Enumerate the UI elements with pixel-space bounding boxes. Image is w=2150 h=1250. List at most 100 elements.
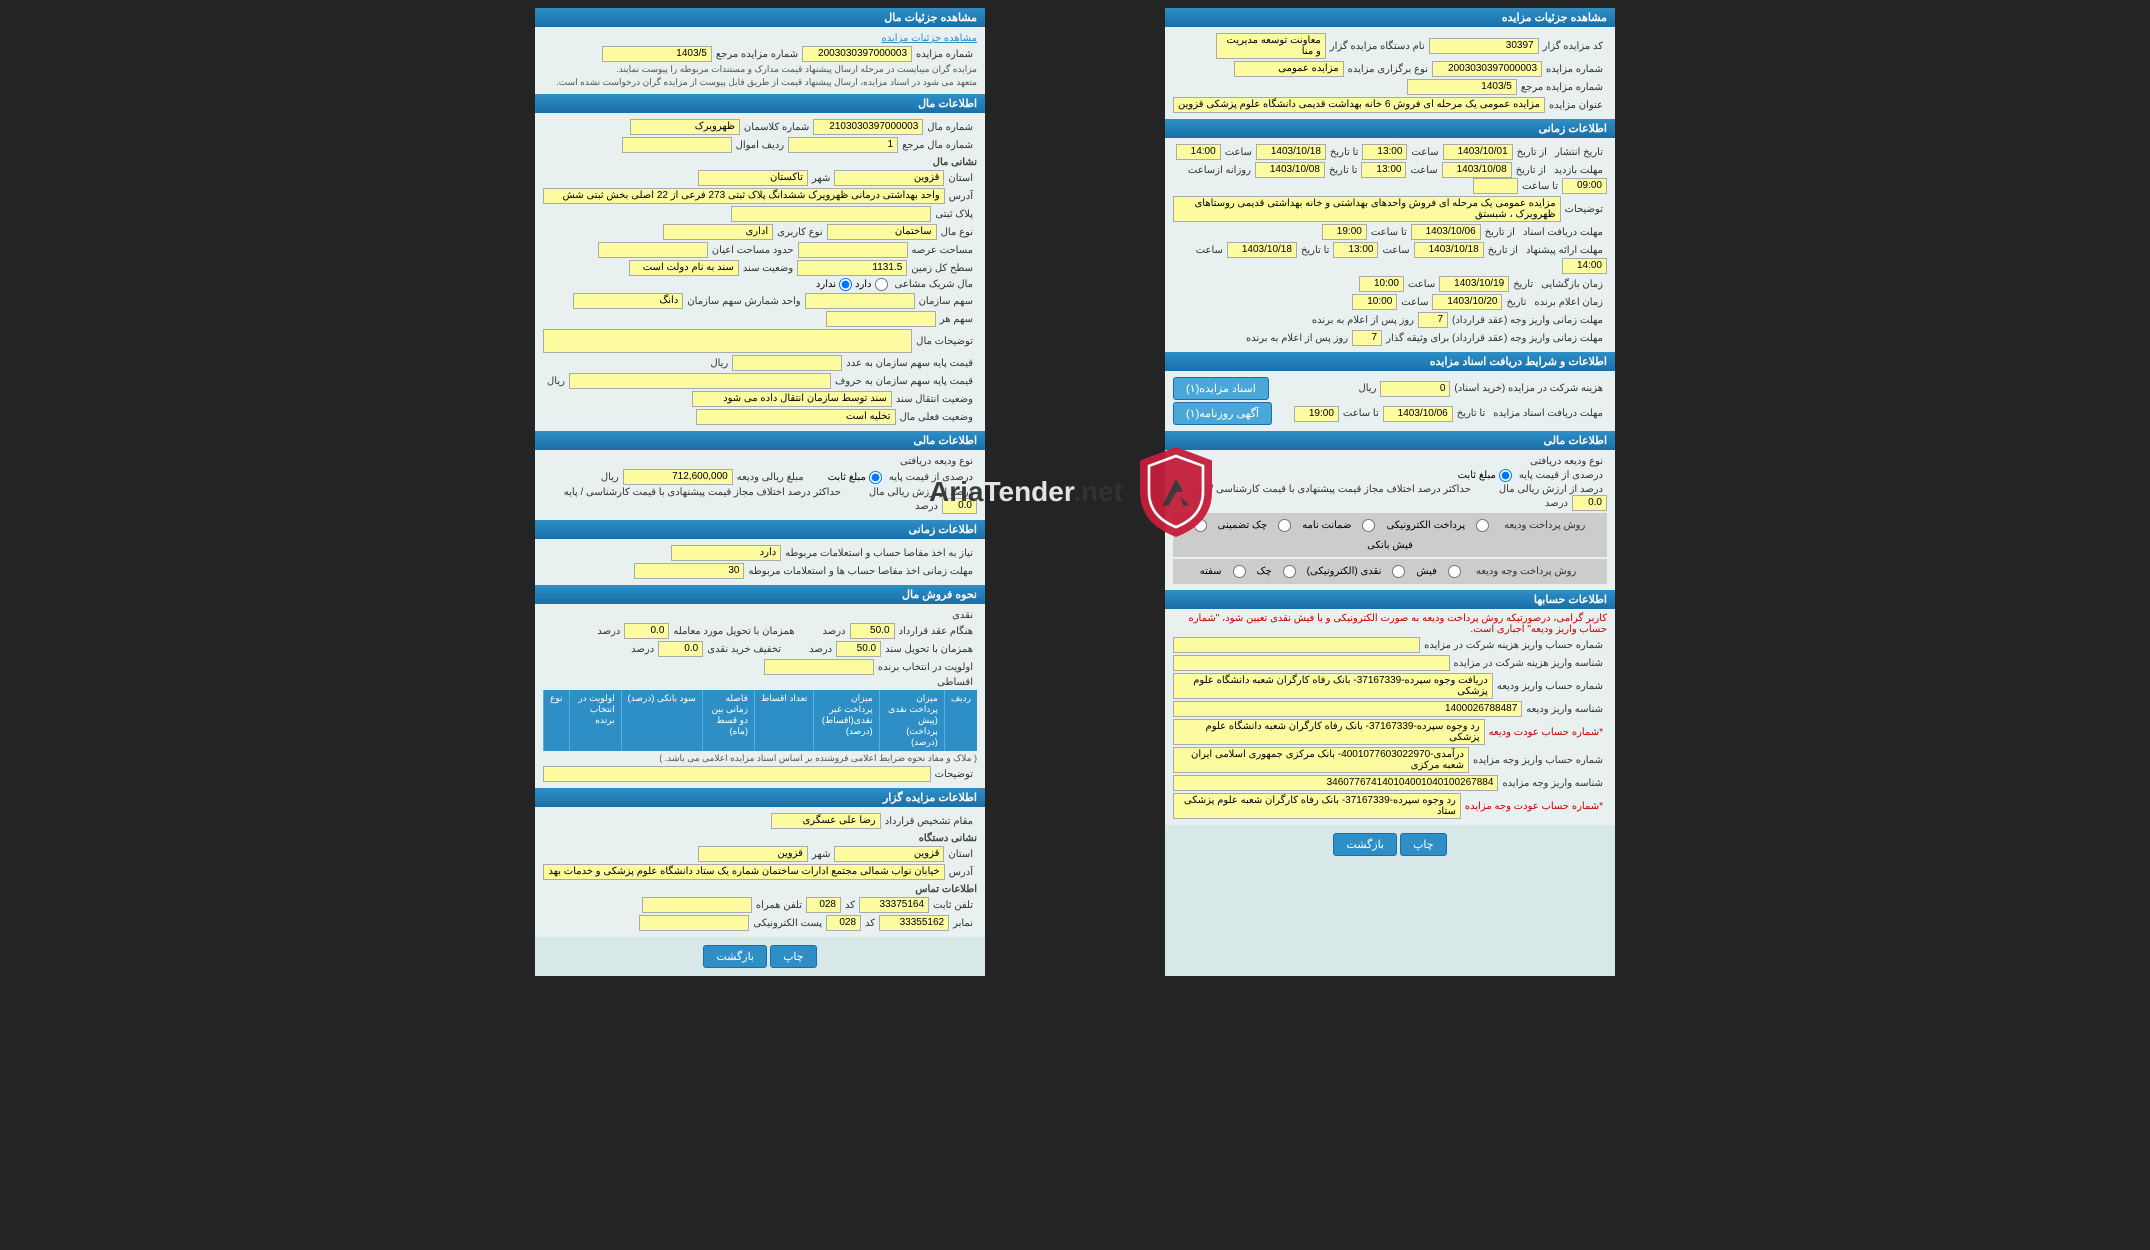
doc-deadline: 1403/10/06 — [1411, 224, 1481, 240]
account5-label: *شماره حساب عودت ودیعه — [1485, 727, 1607, 738]
address-sub2: نشانی دستگاه — [543, 833, 977, 844]
sale-desc-field — [543, 766, 931, 782]
sale-header: نحوه فروش مال — [535, 585, 985, 604]
back-button2[interactable]: بازگشت — [703, 945, 767, 968]
publish-time: 13:00 — [1362, 144, 1407, 160]
brand-watermark: AriaTender.net — [929, 442, 1221, 542]
account6-label: شماره حساب واریز وجه مزایده — [1469, 755, 1607, 766]
visit-time: 13:00 — [1361, 162, 1406, 178]
pay-guarantee-radio[interactable] — [1362, 519, 1375, 532]
contract-auth-field: رضا علی عسگری — [771, 813, 881, 829]
account2-label: شناسه واریز هزینه شرکت در مزایده — [1450, 658, 1607, 669]
winner-priority-field — [764, 659, 874, 675]
visit-to: 1403/10/08 — [1255, 162, 1325, 178]
ref-num-field: 1403/5 — [1407, 79, 1517, 95]
prop-type-field: ساختمان — [827, 224, 937, 240]
docs-header: اطلاعات و شرایط دریافت اسناد مزایده — [1165, 352, 1615, 371]
account2-field — [1173, 655, 1450, 671]
account8-field: رد وجوه سپرده-37167339- بانک رفاه کارگرا… — [1173, 793, 1461, 819]
property-detail-panel: مشاهده جزئیات مال مشاهده جزئیات مزایده ش… — [535, 8, 985, 976]
opening-label: زمان بازگشایی — [1537, 279, 1607, 290]
fixed-amount-radio[interactable] — [1499, 469, 1512, 482]
desc-field: مزایده عمومی یک مرحله ای فروش واحدهای به… — [1173, 196, 1561, 222]
base-price-word-field — [569, 373, 831, 389]
prop-num-field: 2103030397000003 — [813, 119, 923, 135]
newspaper-button[interactable]: آگهی روزنامه(۱) — [1173, 402, 1272, 425]
pay-check2-radio[interactable] — [1283, 565, 1296, 578]
province2-field: قزوین — [834, 846, 944, 862]
offer-to-time: 14:00 — [1562, 258, 1607, 274]
doc-receive-time: 19:00 — [1294, 406, 1339, 422]
account7-field: 346077674140104001040100267884 — [1173, 775, 1498, 791]
doc-receive-label: مهلت دریافت اسناد مزایده — [1489, 408, 1607, 419]
publish-to-time: 14:00 — [1176, 144, 1221, 160]
brand-text: AriaTender.net — [929, 476, 1123, 508]
offer-to: 1403/10/18 — [1227, 242, 1297, 258]
city-field: تاکستان — [698, 170, 808, 186]
publish-from: 1403/10/01 — [1443, 144, 1513, 160]
account6-field: درآمدی-4001077603022970- بانک مرکزی جمهو… — [1173, 747, 1469, 773]
pay-cash-radio[interactable] — [1392, 565, 1405, 578]
org-share-field — [805, 293, 915, 309]
auction-code-field: 30397 — [1429, 38, 1539, 54]
note1: مزایده گران میبایست در مرحله ارسال پیشنه… — [543, 64, 977, 75]
doc-delivery-val: 50.0 — [836, 641, 881, 657]
land-area-field: 1131.5 — [797, 260, 907, 276]
account4-field: 1400026788487 — [1173, 701, 1522, 717]
holding-type-field: مزایده عمومی — [1234, 61, 1344, 77]
deposit-days: 7 — [1418, 312, 1448, 328]
from-label: از تاریخ — [1513, 147, 1551, 158]
sale-note: ( ملاک و مفاد نحوه ضرایط اعلامی فروشنده … — [543, 753, 977, 764]
print-button2[interactable]: چاپ — [770, 945, 817, 968]
visit-daily-from: 09:00 — [1562, 178, 1607, 194]
org-name-label: نام دستگاه مزایده گزار — [1326, 41, 1429, 52]
installment-table-header: ردیف میزان پرداخت نقدی (پیش پرداخت) (درص… — [543, 690, 977, 751]
auction-num-label: شماره مزایده — [1542, 64, 1607, 75]
prop-desc-field — [543, 329, 912, 353]
property-header: مشاهده جزئیات مال — [535, 8, 985, 27]
contact-header: اطلاعات تماس — [543, 884, 977, 895]
doc-deadline-time: 19:00 — [1322, 224, 1367, 240]
not-has-radio[interactable] — [839, 278, 852, 291]
them-share-field — [826, 311, 936, 327]
delivery-val: 0.0 — [624, 623, 669, 639]
back-button[interactable]: بازگشت — [1333, 833, 1397, 856]
transfer-status-field: سند توسط سازمان انتقال داده می شود — [692, 391, 892, 407]
auction-docs-button[interactable]: اسناد مزایده(۱) — [1173, 377, 1269, 400]
days-after: روز پس از اعلام به برنده — [1308, 315, 1418, 326]
auction-details-header: مشاهده جزئیات مزایده — [1165, 8, 1615, 27]
print-button[interactable]: چاپ — [1400, 833, 1447, 856]
org-unit-field: دانگ — [573, 293, 683, 309]
has-radio[interactable] — [875, 278, 888, 291]
auction-code-label: کد مزایده گزار — [1539, 41, 1607, 52]
usage-field: اداری — [663, 224, 773, 240]
pay-check-radio[interactable] — [1278, 519, 1291, 532]
account8-label: *شماره حساب عودت وجه مزایده — [1461, 801, 1607, 812]
area-field — [798, 242, 908, 258]
note2: متعهد می شود در اسناد مزایده، ارسال پیشن… — [543, 77, 977, 88]
winner-time: 10:00 — [1352, 294, 1397, 310]
title-label: عنوان مزایده — [1545, 100, 1607, 111]
pay-fish-radio[interactable] — [1448, 565, 1461, 578]
ref-num-label: شماره مزایده مرجع — [1517, 82, 1607, 93]
pay-safte-radio[interactable] — [1233, 565, 1246, 578]
clearing-deadline-field: 30 — [634, 563, 744, 579]
deposit-amount-field: 712,600,000 — [623, 469, 733, 485]
deposit-deadline-label: مهلت زمانی واریز وجه (عقد قرارداد) — [1448, 315, 1607, 326]
opening-date: 1403/10/19 — [1439, 276, 1509, 292]
payment-method2-label: روش پرداخت وجه ودیعه — [1472, 566, 1580, 577]
to-date-label: تا تاریخ — [1326, 147, 1363, 158]
publish-label: تاریخ انتشار — [1551, 147, 1607, 158]
doc-receive-to: 1403/10/06 — [1383, 406, 1453, 422]
account4-label: شناسه واریز ودیعه — [1522, 704, 1607, 715]
doc-deadline-label: مهلت دریافت اسناد — [1519, 227, 1607, 238]
current-status-field: تخلیه است — [696, 409, 896, 425]
auction-details-link[interactable]: مشاهده جزئیات مزایده — [881, 33, 977, 44]
class-num-field: ظهرویرک — [630, 119, 740, 135]
fixed-radio[interactable] — [869, 471, 882, 484]
auction-num-field: 2003030397000003 — [1432, 61, 1542, 77]
ref-prop-field: 1 — [788, 137, 898, 153]
org-name-field: معاونت توسعه مدیریت و منا — [1216, 33, 1326, 59]
participation-fee-label: هزینه شرکت در مزایده (خرید اسناد) — [1450, 383, 1607, 394]
pay-electronic-radio[interactable] — [1476, 519, 1489, 532]
